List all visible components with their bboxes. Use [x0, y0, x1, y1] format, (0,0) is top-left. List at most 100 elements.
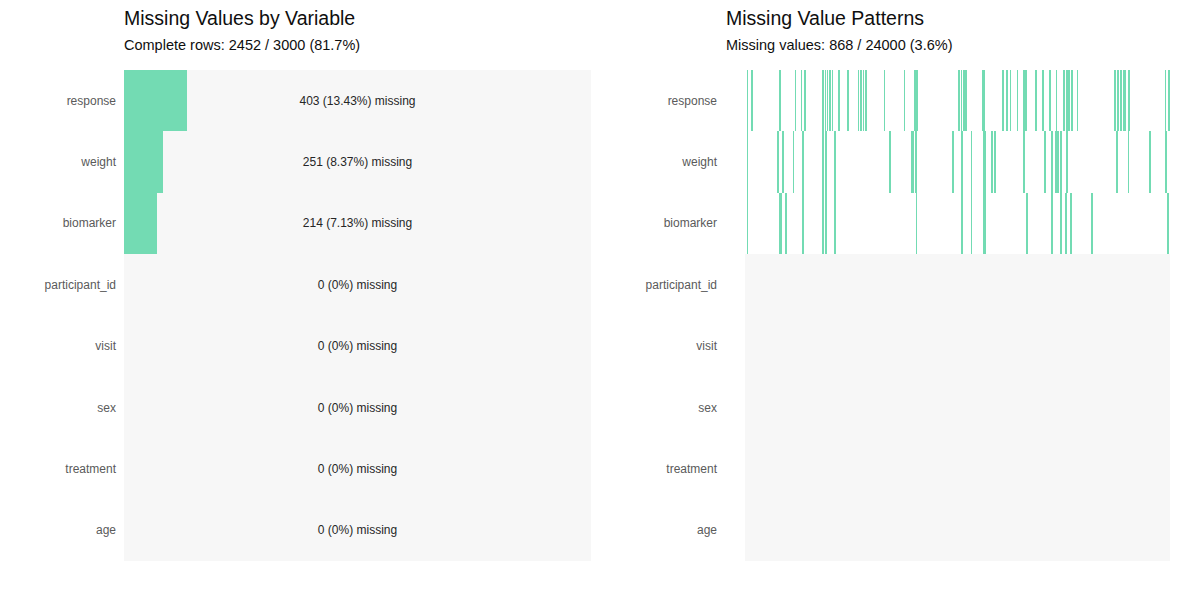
y-axis-label-biomarker: biomarker: [601, 193, 717, 254]
missing-tick: [747, 70, 749, 131]
missing-tick: [1066, 70, 1068, 131]
missing-count-annotation: 0 (0%) missing: [124, 377, 591, 438]
missing-tick: [825, 131, 827, 192]
missing-tick: [1116, 131, 1118, 192]
right-chart-title: Missing Value Patterns: [726, 7, 924, 29]
missing-tick: [1065, 193, 1067, 254]
missing-tick: [1167, 193, 1169, 254]
missing-tick: [1006, 70, 1008, 131]
missing-count-annotation: 251 (8.37%) missing: [124, 131, 591, 192]
missing-tick: [1117, 70, 1119, 131]
missing-tick: [904, 70, 906, 131]
missing-tick: [1026, 193, 1028, 254]
missing-tick: [1123, 70, 1127, 131]
missing-tick: [802, 193, 804, 254]
missing-tick: [804, 70, 806, 131]
missing-bar-chart: 403 (13.43%) missing251 (8.37%) missing2…: [124, 70, 591, 561]
missing-tick: [1042, 70, 1044, 131]
missing-count-annotation: 0 (0%) missing: [124, 500, 591, 561]
missing-tick: [1165, 131, 1167, 192]
y-axis-label-treatment: treatment: [601, 438, 717, 499]
missing-tick: [1057, 131, 1059, 192]
missing-tick: [1051, 193, 1053, 254]
missing-tick: [865, 70, 867, 131]
missing-tick: [1002, 70, 1004, 131]
missing-tick: [1120, 70, 1122, 131]
y-axis-label-biomarker: biomarker: [0, 193, 116, 254]
y-axis-label-response: response: [601, 70, 717, 131]
y-axis-label-weight: weight: [0, 131, 116, 192]
missing-tick: [747, 193, 749, 254]
missing-tick: [991, 131, 993, 192]
y-axis-label-age: age: [0, 500, 116, 561]
missing-tick: [1010, 70, 1012, 131]
missing-tick: [983, 131, 987, 192]
missing-tick: [858, 70, 860, 131]
right-chart-subtitle: Missing values: 868 / 24000 (3.6%): [726, 37, 953, 54]
missing-tick: [785, 193, 787, 254]
missing-pattern-chart: [745, 70, 1170, 561]
missing-tick: [1066, 131, 1068, 192]
missing-tick: [915, 131, 917, 192]
missing-tick: [1168, 70, 1170, 131]
missing-tick: [1023, 70, 1027, 131]
y-axis-label-participant_id: participant_id: [601, 254, 717, 315]
missing-tick: [1128, 70, 1130, 131]
missing-tick: [795, 70, 797, 131]
missing-tick: [1017, 70, 1019, 131]
missing-tick: [825, 193, 827, 254]
missing-tick: [782, 131, 784, 192]
y-axis-label-sex: sex: [601, 377, 717, 438]
missing-tick: [1068, 70, 1070, 131]
missing-tick: [884, 70, 886, 131]
missing-tick: [1023, 131, 1025, 192]
missing-tick: [952, 131, 954, 192]
y-axis-label-visit: visit: [601, 316, 717, 377]
right-y-axis-labels: responseweightbiomarkerparticipant_idvis…: [601, 70, 717, 561]
missing-tick: [834, 131, 836, 192]
y-axis-label-response: response: [0, 70, 116, 131]
left-chart-subtitle: Complete rows: 2452 / 3000 (81.7%): [124, 37, 360, 54]
missing-tick: [1114, 70, 1116, 131]
y-axis-label-age: age: [601, 500, 717, 561]
missing-tick: [971, 193, 973, 254]
y-axis-label-weight: weight: [601, 131, 717, 192]
y-axis-label-participant_id: participant_id: [0, 254, 116, 315]
missing-tick: [1071, 70, 1073, 131]
missing-tick: [1063, 70, 1065, 131]
y-axis-label-sex: sex: [0, 377, 116, 438]
missing-tick: [847, 70, 849, 131]
missing-tick: [1060, 131, 1062, 192]
missing-tick: [834, 193, 836, 254]
missing-count-annotation: 0 (0%) missing: [124, 438, 591, 499]
missing-count-annotation: 0 (0%) missing: [124, 316, 591, 377]
missing-tick: [965, 70, 967, 131]
missing-tick: [914, 70, 918, 131]
missing-tick: [793, 131, 795, 192]
missing-tick: [1060, 193, 1062, 254]
missing-tick: [779, 70, 781, 131]
missing-tick: [802, 131, 804, 192]
missing-tick: [1070, 193, 1072, 254]
missing-tick: [961, 193, 963, 254]
missing-tick: [1165, 70, 1167, 131]
missing-tick: [863, 70, 865, 131]
missing-tick: [1044, 131, 1046, 192]
missing-tick: [889, 131, 891, 192]
missing-rows-strip: [745, 70, 1170, 254]
missing-tick: [832, 70, 834, 131]
missing-count-annotation: 214 (7.13%) missing: [124, 193, 591, 254]
missing-tick: [1128, 131, 1130, 192]
missing-tick: [1035, 70, 1037, 131]
missing-tick: [1077, 70, 1079, 131]
missing-count-annotation: 0 (0%) missing: [124, 254, 591, 315]
missing-tick: [911, 131, 915, 192]
missing-tick: [829, 70, 831, 131]
missing-tick: [838, 70, 840, 131]
missing-tick: [801, 70, 803, 131]
missing-tick: [1091, 193, 1093, 254]
missing-tick: [916, 193, 918, 254]
missing-tick: [1149, 131, 1151, 192]
missing-tick: [822, 131, 824, 192]
missing-tick: [860, 70, 862, 131]
